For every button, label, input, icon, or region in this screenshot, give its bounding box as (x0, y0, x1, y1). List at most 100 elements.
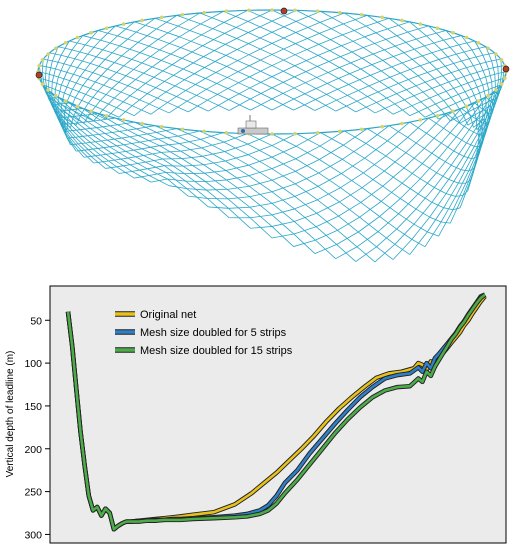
float-buoy (270, 132, 274, 136)
net-mesh-line (429, 216, 442, 223)
net-mesh-line (102, 35, 118, 51)
net-mesh-line (474, 124, 487, 147)
net-mesh-line (392, 105, 413, 115)
net-mesh-line (167, 178, 186, 182)
net-mesh-line (52, 97, 65, 111)
net-mesh-line (79, 129, 96, 143)
float-buoy (494, 88, 498, 92)
net-mesh-line (57, 96, 73, 110)
net-mesh-line (114, 159, 133, 172)
net-mesh-line (318, 158, 343, 174)
net-mesh-line (102, 161, 120, 174)
net-mesh-line (66, 116, 81, 130)
net-mesh-line (335, 100, 358, 112)
net-mesh-line (428, 117, 444, 129)
net-mesh-line (293, 233, 316, 254)
series-lines (65, 292, 487, 532)
net-mesh-line (471, 84, 483, 90)
net-mesh-line (271, 214, 295, 235)
net-mesh-line (440, 102, 456, 111)
net-mesh-line (341, 36, 365, 47)
net-mesh-line (77, 53, 89, 68)
net-mesh-line (476, 125, 482, 130)
net-mesh-line (249, 217, 273, 239)
net-mesh-line (202, 151, 225, 157)
net-mesh-line (118, 105, 133, 118)
net-mesh-line (424, 148, 440, 159)
net-mesh-line (364, 157, 385, 172)
net-mesh-line (165, 172, 188, 189)
float-buoy (503, 76, 507, 80)
net-mesh-line (295, 33, 320, 44)
net-mesh-line (125, 151, 146, 163)
net-mesh-line (271, 191, 295, 210)
leadline-depth-chart: 50 100 150 200 250 300 Vertical depth of lead… (5, 285, 507, 544)
float-buoy (476, 99, 481, 104)
net-mesh-line (360, 202, 380, 217)
net-mesh-line (400, 198, 417, 210)
net-mesh-line (455, 195, 464, 197)
net-mesh-line (249, 206, 273, 227)
net-mesh-line (116, 95, 131, 108)
float-buoy (476, 40, 481, 45)
series-line-2 (66, 293, 486, 531)
net-mesh-line (247, 154, 273, 170)
net-mesh-line (479, 60, 492, 65)
net-mesh-line (271, 170, 296, 181)
net-mesh-line (293, 99, 316, 111)
net-mesh-line (59, 118, 65, 132)
net-mesh-line (446, 85, 462, 92)
net-mesh-line (89, 49, 104, 64)
net-mesh-line (66, 58, 76, 73)
net-mesh-line (84, 30, 99, 46)
net-mesh-line (248, 185, 273, 204)
net-mesh-line (116, 166, 135, 179)
net-mesh-line (156, 132, 180, 144)
net-mesh-line (451, 67, 467, 74)
net-mesh-line (271, 76, 295, 89)
net-mesh-line (228, 206, 250, 209)
float-buoy (464, 35, 469, 40)
net-mesh-line (317, 56, 341, 67)
net-mesh-line (485, 73, 495, 78)
net-mesh-line (405, 35, 427, 43)
net-mesh-line (468, 146, 481, 172)
net-mesh-line (485, 104, 496, 125)
net-mesh-line (159, 145, 183, 159)
net-mesh-line (133, 103, 150, 116)
net-marker (502, 65, 510, 73)
net-mesh-line (405, 152, 423, 164)
net-mesh-line (424, 39, 444, 47)
net-mesh-line (271, 21, 297, 33)
net-mesh-line (295, 170, 319, 187)
float-buoy (140, 18, 144, 23)
net-mesh-line (456, 49, 473, 55)
net-mesh-line (341, 173, 363, 189)
net-mesh-line (336, 90, 359, 101)
net-mesh-line (247, 143, 273, 158)
net-mesh-line (498, 78, 503, 81)
net-mesh-line (271, 98, 295, 111)
net-mesh-line (58, 110, 70, 125)
net-mesh-line (137, 135, 160, 147)
float-buoy (338, 129, 342, 134)
net-mesh-line (250, 214, 273, 219)
net-mesh-line (441, 142, 454, 152)
float-buoy (499, 58, 504, 62)
net-mesh-line (476, 113, 489, 135)
net-mesh-line (154, 125, 179, 137)
net-mesh-line (186, 88, 207, 102)
net-mesh-line (364, 28, 388, 38)
net-mesh-line (54, 111, 65, 125)
net-mesh-line (225, 32, 249, 45)
net-mesh-line (479, 121, 486, 125)
net-mesh-line (477, 68, 489, 73)
net-mesh-line (208, 99, 229, 112)
net-mesh-line (436, 63, 454, 70)
net-mesh-line (71, 35, 84, 51)
net-mesh-line (422, 163, 437, 174)
net-mesh-line (51, 81, 53, 95)
net-mesh-line (206, 189, 229, 209)
net-mesh-line (249, 191, 273, 198)
net-mesh-line (203, 164, 227, 181)
